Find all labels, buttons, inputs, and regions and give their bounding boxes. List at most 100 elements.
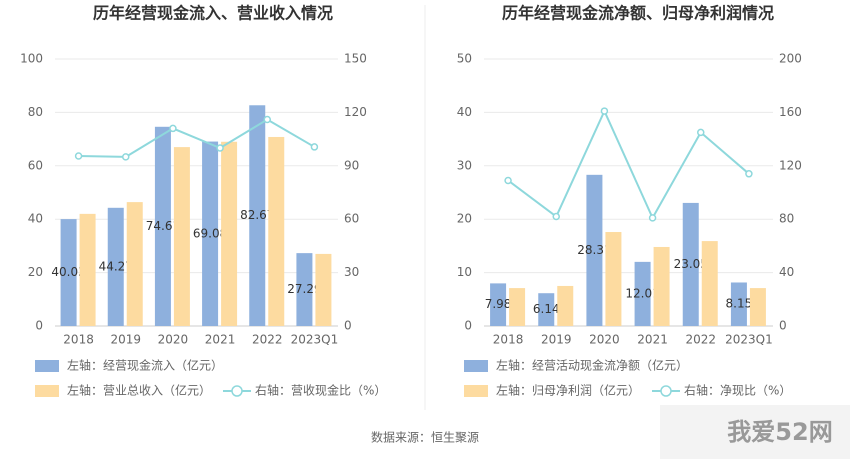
x-tick-label: 2020	[158, 333, 189, 347]
data-label: 6.14	[533, 302, 560, 316]
y-tick-label: 40	[28, 212, 43, 226]
legend-label: 右轴：营收现金比（%）	[255, 383, 386, 398]
bar	[60, 219, 77, 326]
y2-tick-label: 40	[779, 265, 794, 279]
legend-swatch	[35, 385, 59, 397]
y-tick-label: 20	[457, 212, 472, 226]
data-label: 44.27	[99, 259, 133, 273]
legend-point	[231, 385, 243, 397]
bar	[701, 241, 718, 326]
bar	[586, 174, 603, 326]
point	[600, 107, 609, 115]
y2-tick-label: 60	[344, 212, 359, 226]
y2-tick-label: 200	[779, 52, 802, 66]
y-tick-label: 50	[457, 52, 472, 66]
data-label: 40.03	[51, 265, 85, 279]
legend-label: 左轴：经营活动现金流净额（亿元）	[496, 358, 688, 373]
data-label: 7.98	[485, 297, 512, 311]
data-label: 69.08	[193, 226, 227, 240]
y-tick-label: 60	[28, 158, 43, 172]
bar	[538, 293, 555, 326]
y2-tick-label: 30	[344, 265, 359, 279]
chart-title: 历年经营现金流入、营业收入情况	[93, 4, 333, 23]
x-tick-label: 2022	[252, 333, 283, 347]
point	[310, 143, 319, 151]
data-label: 23.05	[674, 257, 708, 271]
bar	[107, 207, 124, 326]
y2-tick-label: 0	[344, 319, 352, 333]
point	[504, 176, 512, 185]
legend-label: 左轴：营业总收入（亿元）	[67, 383, 211, 398]
data-label: 27.29	[287, 282, 321, 296]
bar	[221, 141, 238, 326]
y-tick-label: 10	[457, 265, 472, 279]
bar	[749, 288, 766, 326]
legend-label: 左轴：归母净利润（亿元）	[496, 383, 640, 398]
y2-tick-label: 150	[344, 52, 367, 66]
y-tick-label: 0	[35, 319, 43, 333]
y2-tick-label: 80	[779, 212, 794, 226]
bar	[315, 253, 332, 326]
bar	[268, 136, 285, 326]
x-tick-label: 2019	[541, 333, 572, 347]
watermark-bg	[660, 405, 850, 459]
bar	[730, 282, 747, 326]
y2-tick-label: 0	[779, 319, 787, 333]
point	[74, 152, 83, 160]
y-tick-label: 40	[457, 105, 472, 119]
legend-label: 右轴：净现比（%）	[684, 383, 791, 398]
legend-label: 左轴：经营现金流入（亿元）	[67, 358, 223, 373]
y-tick-label: 100	[20, 52, 43, 66]
data-label: 74.61	[146, 219, 180, 233]
point	[745, 170, 753, 178]
point	[169, 124, 177, 133]
y2-tick-label: 120	[779, 158, 802, 172]
x-tick-label: 2019	[110, 333, 141, 347]
watermark: 我爱52网	[727, 418, 832, 446]
point	[648, 214, 657, 222]
bar	[557, 285, 574, 326]
bar	[490, 283, 507, 326]
bar	[682, 202, 699, 326]
y-tick-label: 0	[464, 319, 472, 333]
point	[216, 144, 224, 152]
legend-point	[660, 385, 672, 397]
x-tick-label: 2022	[685, 333, 716, 347]
x-tick-label: 2021	[637, 333, 668, 347]
bar	[249, 105, 266, 326]
line	[507, 108, 750, 221]
y2-tick-label: 160	[779, 105, 802, 119]
x-tick-label: 2023Q1	[291, 333, 339, 347]
y-tick-label: 20	[28, 265, 43, 279]
data-label: 28.31	[577, 243, 611, 257]
legend-swatch	[35, 360, 59, 372]
chart-title: 历年经营现金流净额、归母净利润情况	[502, 4, 774, 23]
x-tick-label: 2021	[205, 333, 236, 347]
bar	[605, 232, 622, 326]
point	[122, 153, 130, 161]
data-label: 12.01	[625, 286, 659, 300]
legend-swatch	[464, 385, 488, 397]
bar	[154, 126, 171, 327]
bar	[79, 213, 96, 326]
point	[263, 115, 271, 124]
bar	[173, 147, 190, 326]
y-tick-label: 30	[457, 158, 472, 172]
bar	[653, 246, 670, 326]
bar	[634, 261, 651, 326]
y-tick-label: 80	[28, 105, 43, 119]
x-tick-label: 2018	[493, 333, 524, 347]
bar	[126, 202, 143, 326]
y2-tick-label: 90	[344, 158, 359, 172]
x-tick-label: 2023Q1	[725, 333, 773, 347]
bar	[296, 253, 313, 326]
y2-tick-label: 120	[344, 105, 367, 119]
data-label: 82.67	[240, 208, 274, 222]
legend-swatch	[464, 360, 488, 372]
line	[78, 118, 315, 158]
source: 数据来源：恒生聚源	[371, 430, 479, 445]
x-tick-label: 2020	[589, 333, 620, 347]
x-tick-label: 2018	[63, 333, 94, 347]
bar	[202, 141, 219, 326]
